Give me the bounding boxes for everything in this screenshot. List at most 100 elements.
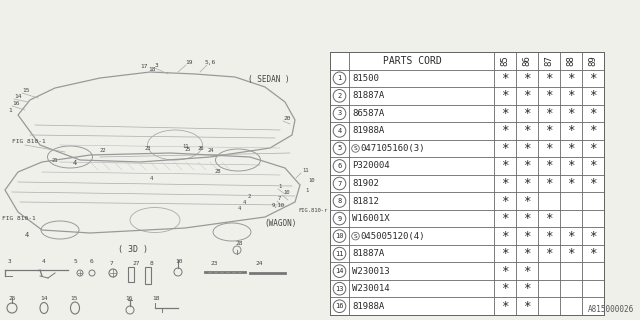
Text: *: * — [524, 89, 531, 102]
Text: 10: 10 — [308, 178, 314, 183]
Text: A815000026: A815000026 — [588, 305, 634, 314]
Text: 20: 20 — [283, 116, 291, 121]
Text: *: * — [545, 212, 553, 225]
Text: *: * — [524, 177, 531, 190]
Text: *: * — [545, 177, 553, 190]
Text: *: * — [501, 177, 509, 190]
Text: *: * — [501, 300, 509, 313]
Text: 9: 9 — [337, 216, 342, 221]
Text: 14: 14 — [40, 296, 47, 301]
Text: 4: 4 — [243, 200, 246, 205]
Text: *: * — [501, 195, 509, 208]
Text: P320004: P320004 — [352, 162, 390, 171]
Text: 1: 1 — [305, 188, 308, 193]
Text: *: * — [524, 230, 531, 243]
Text: *: * — [501, 230, 509, 243]
Text: 6: 6 — [337, 163, 342, 169]
Text: 047105160(3): 047105160(3) — [360, 144, 425, 153]
Text: 5: 5 — [74, 259, 77, 264]
Text: 24: 24 — [255, 261, 262, 266]
Text: 18: 18 — [152, 296, 159, 301]
Text: *: * — [524, 72, 531, 85]
Text: 11: 11 — [182, 144, 189, 149]
Text: 81887A: 81887A — [352, 249, 384, 258]
Text: 3: 3 — [8, 259, 12, 264]
Text: 10: 10 — [283, 190, 289, 195]
Text: 7: 7 — [278, 196, 281, 201]
Text: 81988A: 81988A — [352, 302, 384, 311]
Text: 27: 27 — [132, 261, 140, 266]
Text: *: * — [545, 72, 553, 85]
Text: *: * — [524, 265, 531, 278]
Text: *: * — [589, 107, 596, 120]
Text: 21: 21 — [52, 158, 58, 163]
Text: 23: 23 — [210, 261, 218, 266]
Text: FIG 810-1: FIG 810-1 — [12, 139, 45, 144]
Text: *: * — [589, 159, 596, 172]
Text: 3: 3 — [337, 110, 342, 116]
Text: 81500: 81500 — [352, 74, 379, 83]
Text: *: * — [501, 72, 509, 85]
Text: 5: 5 — [337, 145, 342, 151]
Bar — [330, 52, 604, 315]
Text: 86587A: 86587A — [352, 109, 384, 118]
Text: *: * — [545, 247, 553, 260]
Text: W230013: W230013 — [352, 267, 390, 276]
Text: 4: 4 — [150, 176, 153, 181]
Text: 28: 28 — [235, 241, 243, 246]
Text: 1: 1 — [337, 75, 342, 81]
Text: *: * — [545, 107, 553, 120]
Text: 4: 4 — [73, 160, 77, 166]
Text: 8: 8 — [150, 261, 154, 266]
Text: 16: 16 — [335, 303, 344, 309]
Text: 88: 88 — [566, 55, 575, 66]
Text: *: * — [589, 89, 596, 102]
Bar — [145, 267, 151, 284]
Text: *: * — [589, 247, 596, 260]
Text: 23: 23 — [145, 146, 152, 151]
Text: *: * — [524, 159, 531, 172]
Text: *: * — [545, 159, 553, 172]
Text: 19: 19 — [185, 60, 193, 65]
Text: 8: 8 — [337, 198, 342, 204]
Text: 81988A: 81988A — [352, 126, 384, 135]
Text: *: * — [567, 247, 575, 260]
Text: *: * — [501, 142, 509, 155]
Text: *: * — [545, 142, 553, 155]
Text: 10: 10 — [175, 259, 182, 264]
Text: 26: 26 — [198, 146, 205, 151]
Text: 4: 4 — [238, 206, 241, 211]
Text: 85: 85 — [500, 55, 509, 66]
Text: 25: 25 — [8, 296, 15, 301]
Text: S: S — [354, 234, 357, 239]
Text: 3: 3 — [155, 63, 159, 68]
Text: *: * — [501, 89, 509, 102]
Text: 4: 4 — [42, 259, 45, 264]
Text: 87: 87 — [545, 55, 554, 66]
Text: *: * — [545, 124, 553, 137]
Text: 13: 13 — [335, 286, 344, 292]
Text: 17: 17 — [140, 64, 147, 69]
Text: 14: 14 — [14, 94, 22, 99]
Text: *: * — [567, 72, 575, 85]
Text: 045005120(4): 045005120(4) — [360, 232, 425, 241]
Text: 89: 89 — [589, 55, 598, 66]
Text: 14: 14 — [335, 268, 344, 274]
Text: W230014: W230014 — [352, 284, 390, 293]
Text: *: * — [524, 282, 531, 295]
Text: *: * — [567, 107, 575, 120]
Text: 11: 11 — [335, 251, 344, 257]
Text: *: * — [524, 195, 531, 208]
Text: *: * — [567, 230, 575, 243]
Text: *: * — [567, 177, 575, 190]
Bar — [128, 267, 134, 282]
Text: *: * — [524, 212, 531, 225]
Text: *: * — [589, 124, 596, 137]
Text: *: * — [524, 124, 531, 137]
Text: 81902: 81902 — [352, 179, 379, 188]
Text: 5,6: 5,6 — [205, 60, 216, 65]
Text: 25: 25 — [185, 147, 191, 152]
Text: 4: 4 — [25, 232, 29, 238]
Text: 2: 2 — [248, 194, 252, 199]
Text: *: * — [501, 212, 509, 225]
